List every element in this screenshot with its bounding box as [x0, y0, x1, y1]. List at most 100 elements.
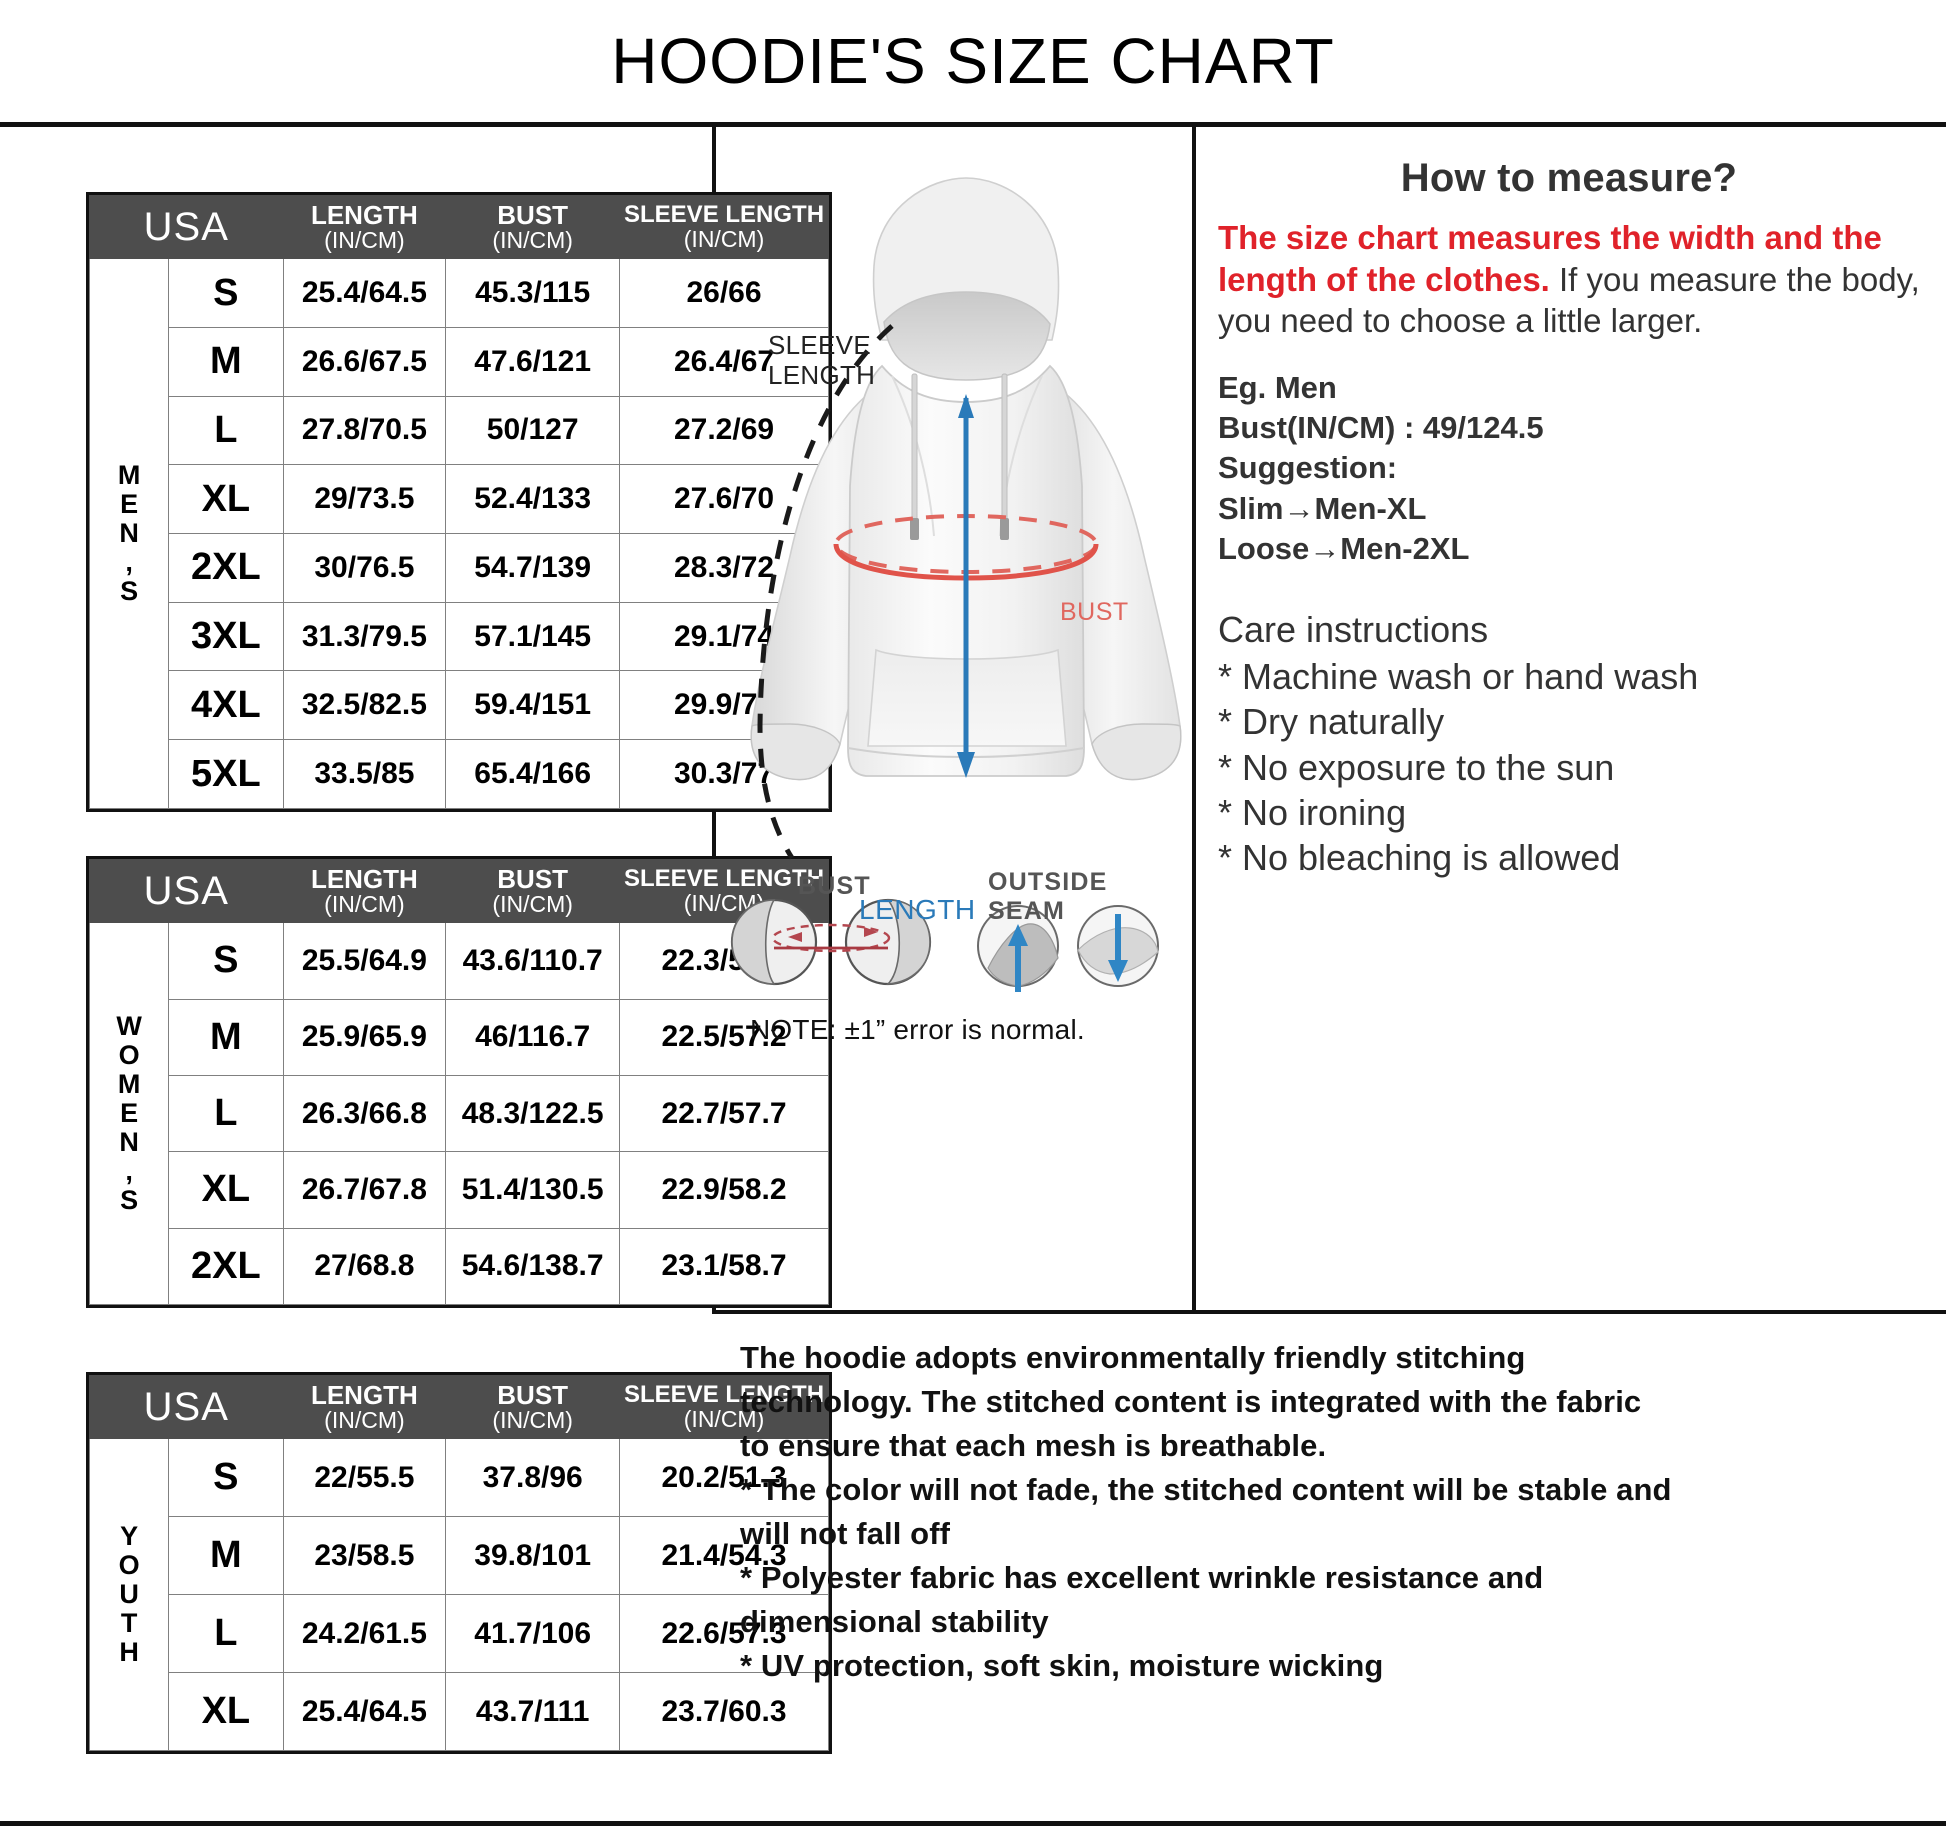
bust-measure-icon	[730, 898, 932, 986]
description-line: technology. The stitched content is inte…	[740, 1384, 1642, 1420]
cell-length: 32.5/82.5	[282, 670, 447, 741]
cell-size: L	[168, 1074, 284, 1153]
cell-size: M	[168, 326, 284, 397]
table-row: 2XL 27/68.8 54.6/138.7 23.1/58.7	[90, 1227, 829, 1306]
cell-bust: 37.8/96	[445, 1438, 621, 1518]
cell-length: 33.5/85	[282, 739, 447, 809]
table-row: W O M E N, S S 25.5/64.9 43.6/110.7 22.3/56.7	[88, 922, 829, 1305]
divider-horizontal-bottom	[712, 1310, 1946, 1314]
description-line: to ensure that each mesh is breathable.	[740, 1428, 1327, 1464]
womens-size-table: USA LENGTH (IN/CM) BUST (IN/CM) SLEEVE L…	[86, 856, 832, 1308]
cell-size: S	[168, 922, 284, 1000]
how-to-measure-heading: How to measure?	[1400, 156, 1738, 200]
example-line-3: Suggestion:	[1218, 450, 1398, 486]
cell-bust: 48.3/122.5	[445, 1074, 621, 1153]
cell-size: 2XL	[168, 1227, 284, 1306]
cell-size: L	[168, 395, 284, 466]
description-line: will not fall off	[740, 1516, 951, 1552]
table-row: M 25.9/65.9 46/116.7 22.5/57.2	[90, 998, 829, 1076]
header-length: LENGTH (IN/CM)	[282, 194, 447, 260]
header-length: LENGTH (IN/CM)	[282, 1374, 447, 1440]
cell-sleeve: 23.7/60.3	[619, 1672, 829, 1751]
cell-length: 22/55.5	[282, 1438, 447, 1518]
header-bust: BUST (IN/CM)	[445, 858, 621, 924]
cell-size: L	[168, 1594, 284, 1673]
cell-bust: 57.1/145	[445, 601, 621, 672]
table-row: 5XL 33.5/85 65.4/166 30.3/77	[90, 739, 829, 809]
table-row: Y O U T H S 22/55.5 37.8/96 20.2/51.3	[88, 1438, 829, 1751]
cell-bust: 43.6/110.7	[445, 922, 621, 1000]
cell-length: 25.4/64.5	[282, 258, 447, 328]
description-line: * UV protection, soft skin, moisture wic…	[740, 1648, 1384, 1684]
table-header-row: USA LENGTH (IN/CM) BUST (IN/CM) SLEEVE L…	[89, 1374, 829, 1440]
cell-length: 27.8/70.5	[282, 395, 447, 466]
cell-size: 2XL	[168, 533, 284, 603]
cell-length: 27/68.8	[282, 1227, 447, 1306]
care-instruction-item: * No ironing	[1218, 792, 1407, 834]
header-sleeve-length: SLEEVE LENGTH (IN/CM)	[619, 1374, 829, 1440]
outside-seam-icon	[977, 905, 1159, 992]
cell-sleeve: 22.6/57.3	[619, 1594, 829, 1673]
cell-bust: 54.6/138.7	[445, 1227, 621, 1306]
example-line-4: Slim→Men-XL	[1218, 490, 1427, 526]
cell-size: S	[168, 258, 284, 328]
cell-length: 25.9/65.9	[282, 998, 447, 1076]
table-row: L 27.8/70.5 50/127 27.2/69	[90, 395, 829, 466]
header-usa: USA	[89, 858, 284, 924]
cell-size: S	[168, 1438, 284, 1518]
header-usa: USA	[89, 1374, 284, 1440]
cell-sleeve: 27.6/70	[619, 464, 829, 535]
header-bust: BUST (IN/CM)	[445, 194, 621, 260]
table-row: XL 25.4/64.5 43.7/111 23.7/60.3	[90, 1672, 829, 1751]
cell-size: 3XL	[168, 601, 284, 672]
hoodie-illustration	[730, 177, 1182, 992]
chart-frame	[0, 122, 1946, 1826]
table-row: M 23/58.5 39.8/101 21.4/54.3	[90, 1516, 829, 1596]
care-instructions-title: Care instructions	[1218, 609, 1489, 651]
cell-bust: 45.3/115	[445, 258, 621, 328]
care-instruction-item: * No exposure to the sun	[1218, 746, 1615, 788]
cell-size: M	[168, 998, 284, 1076]
example-line-5: Loose→Men-2XL	[1218, 530, 1470, 566]
table-row: XL 29/73.5 52.4/133 27.6/70	[90, 464, 829, 535]
cell-length: 25.5/64.9	[282, 922, 447, 1000]
cell-sleeve: 22.9/58.2	[619, 1151, 829, 1229]
description-line: * The color will not fade, the stitched …	[740, 1472, 1672, 1508]
cell-bust: 51.4/130.5	[445, 1151, 621, 1229]
cell-sleeve: 22.7/57.7	[619, 1074, 829, 1153]
description-line: * Polyester fabric has excellent wrinkle…	[740, 1560, 1544, 1596]
example-line-2: Bust(IN/CM) : 49/124.5	[1218, 410, 1544, 446]
care-instruction-item: * Dry naturally	[1218, 701, 1445, 743]
cell-length: 26.3/66.8	[282, 1074, 447, 1153]
measure-description: The size chart measures the width and th…	[1218, 217, 1920, 342]
cell-size: XL	[168, 1151, 284, 1229]
care-instructions-list: * Machine wash or hand wash * Dry natural…	[1218, 654, 1920, 881]
cell-bust: 54.7/139	[445, 533, 621, 603]
cell-length: 24.2/61.5	[282, 1594, 447, 1673]
hoodie-diagram-panel: SLEEVE LENGTH BUST LENGTH BUST OUTSIDE S…	[716, 126, 1192, 1310]
product-description-panel: The hoodie adopts environmentally friend…	[716, 1318, 1946, 1818]
cell-bust: 52.4/133	[445, 464, 621, 535]
error-note: NOTE: ±1” error is normal.	[750, 1014, 1085, 1045]
cell-length: 31.3/79.5	[282, 601, 447, 672]
cell-sleeve: 21.4/54.3	[619, 1516, 829, 1596]
table-header-row: USA LENGTH (IN/CM) BUST (IN/CM) SLEEVE L…	[89, 858, 829, 924]
cell-size: 5XL	[168, 739, 284, 809]
cell-size: M	[168, 1516, 284, 1596]
example-block: Eg. Men Bust(IN/CM) : 49/124.5 Suggestio…	[1218, 368, 1920, 569]
cell-length: 25.4/64.5	[282, 1672, 447, 1751]
cell-length: 29/73.5	[282, 464, 447, 535]
description-line: The hoodie adopts environmentally friend…	[740, 1340, 1526, 1375]
description-line: dimensional stability	[740, 1604, 1049, 1640]
cell-bust: 59.4/151	[445, 670, 621, 741]
cell-length: 30/76.5	[282, 533, 447, 603]
bust-icon-label: BUST	[798, 872, 871, 900]
example-line-1: Eg. Men	[1218, 369, 1337, 405]
header-sleeve-length: SLEEVE LENGTH (IN/CM)	[619, 194, 829, 260]
outside-seam-icon-label: OUTSIDE SEAM	[988, 868, 1108, 925]
table-row: L 26.3/66.8 48.3/122.5 22.7/57.7	[90, 1074, 829, 1153]
measure-description-red: The size chart measures the width and th…	[1218, 219, 1882, 298]
table-header-row: USA LENGTH (IN/CM) BUST (IN/CM) SLEEVE L…	[89, 194, 829, 260]
